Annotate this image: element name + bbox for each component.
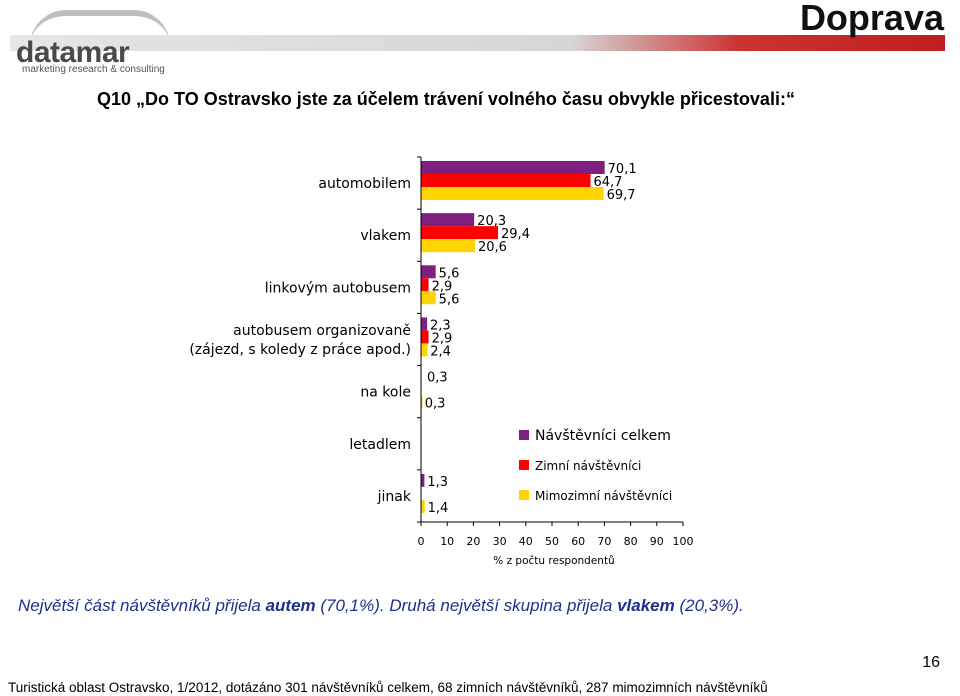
question-title: Q10 „Do TO Ostravsko jste za účelem tráv… [97, 89, 795, 109]
summary-part3: (20,3%). [674, 596, 744, 615]
summary-part1: Největší část návštěvníků přijela [18, 596, 266, 615]
bar-1 [421, 317, 428, 331]
data-label: 2,9 [432, 331, 453, 346]
summary-part2: (70,1%). Druhá největší skupina přijela [315, 596, 618, 615]
x-tick-label: 80 [624, 535, 638, 548]
data-label: 20,3 [477, 214, 506, 229]
x-tick-label: 40 [519, 535, 533, 548]
bar-2 [421, 330, 429, 344]
category-label: letadlem [349, 437, 411, 453]
data-label: 2,9 [432, 279, 453, 294]
x-tick-label: 20 [466, 535, 480, 548]
data-label: 1,3 [427, 475, 448, 490]
legend-swatch [519, 490, 529, 500]
bar-3 [421, 395, 423, 409]
category-label: linkovým autobusem [265, 280, 411, 296]
x-tick-label: 30 [493, 535, 507, 548]
data-label: 69,7 [607, 188, 636, 203]
summary-bold1: autem [265, 596, 316, 615]
bar-2 [421, 278, 429, 292]
header-bar [10, 35, 945, 51]
data-label: 70,1 [608, 162, 637, 177]
bar-2 [421, 174, 591, 187]
bar-3 [421, 239, 475, 253]
x-tick-label: 60 [571, 535, 585, 548]
bar-3 [421, 187, 604, 200]
category-label: (zájezd, s koledy z práce apod.) [189, 342, 411, 358]
bar-1 [421, 473, 425, 487]
x-tick-label: 100 [673, 535, 694, 548]
data-label: 2,3 [430, 318, 451, 333]
logo-swoosh [30, 10, 170, 46]
summary-text: Největší část návštěvníků přijela autem … [18, 596, 744, 616]
data-label: 5,6 [439, 266, 460, 281]
x-axis-title: % z počtu respondentů [493, 555, 614, 567]
logo-tagline: marketing research & consulting [22, 64, 165, 75]
x-tick-label: 90 [650, 535, 664, 548]
x-tick-label: 10 [440, 535, 454, 548]
legend-swatch [519, 430, 529, 440]
category-label: automobilem [318, 176, 411, 192]
page-heading: Doprava [799, 0, 944, 38]
legend-swatch [519, 460, 529, 470]
x-tick-label: 70 [597, 535, 611, 548]
category-label: vlakem [360, 228, 411, 244]
data-label: 20,6 [478, 240, 507, 255]
footer-note: Turistická oblast Ostravsko, 1/2012, dot… [8, 680, 768, 695]
data-label: 1,4 [428, 501, 449, 516]
legend-label: Mimozimní návštěvníci [535, 489, 672, 503]
logo: datamar [16, 36, 130, 69]
data-label: 0,3 [427, 371, 448, 386]
bar-3 [421, 343, 428, 357]
summary-bold2: vlakem [617, 596, 675, 615]
legend-label: Zimní návštěvníci [535, 459, 641, 473]
bar-2 [421, 226, 499, 240]
bar-1 [421, 161, 605, 174]
bar-3 [421, 499, 425, 513]
page-number: 16 [922, 654, 940, 671]
bar-1 [421, 265, 436, 279]
category-label: jinak [377, 489, 412, 505]
data-label: 29,4 [501, 227, 530, 242]
bar-1 [421, 213, 475, 227]
data-label: 0,3 [425, 397, 446, 412]
legend-label: Návštěvníci celkem [535, 428, 671, 444]
data-label: 2,4 [430, 344, 451, 359]
x-tick-label: 0 [418, 535, 425, 548]
data-label: 64,7 [594, 175, 623, 190]
category-label: autobusem organizovaně [233, 323, 411, 339]
category-label: na kole [360, 385, 411, 401]
data-label: 5,6 [439, 292, 460, 307]
x-tick-label: 50 [545, 535, 559, 548]
bar-3 [421, 291, 436, 305]
